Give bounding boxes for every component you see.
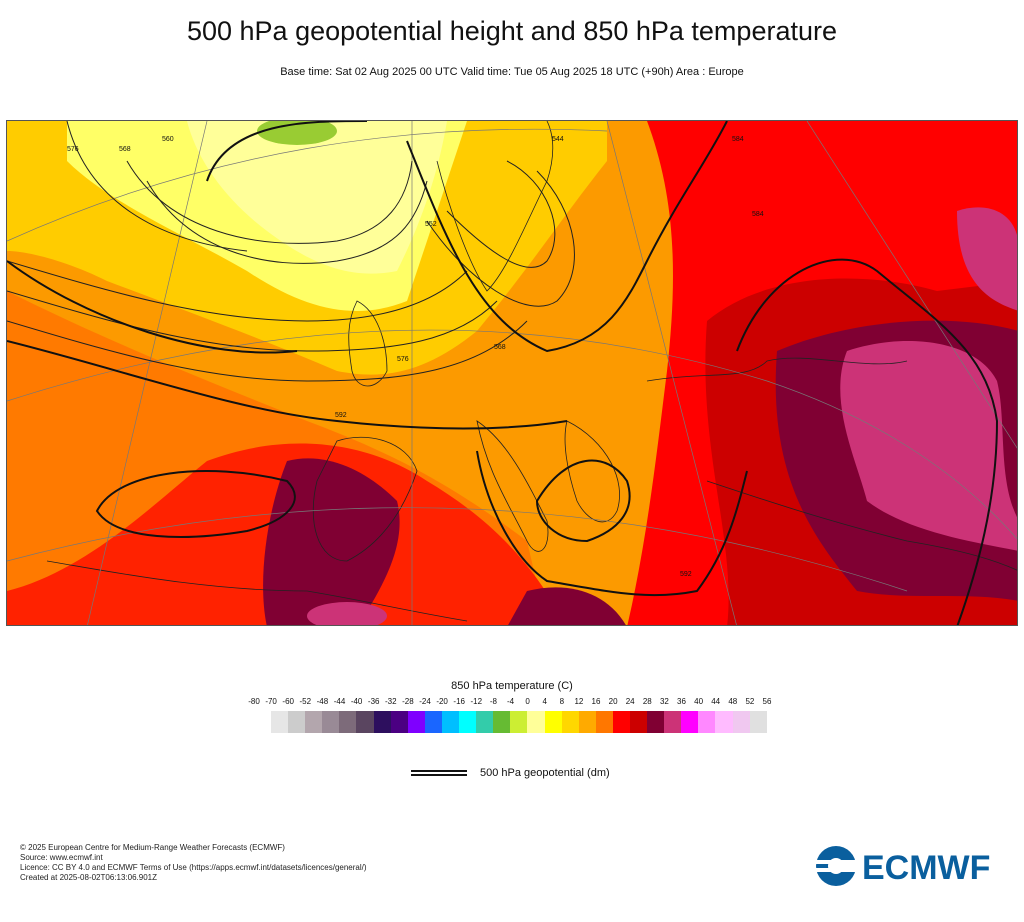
colorbar-swatch bbox=[510, 711, 528, 733]
colorbar-swatch bbox=[271, 711, 289, 733]
colorbar-swatch bbox=[578, 711, 596, 733]
maroon-southeast bbox=[508, 587, 626, 625]
colorbar-swatch bbox=[749, 711, 767, 733]
colorbar-tick-label: -80 bbox=[248, 697, 260, 706]
colorbar-swatch bbox=[459, 711, 477, 733]
colorbar-tick-label: -4 bbox=[506, 697, 515, 706]
colorbar-tick-label: -70 bbox=[265, 697, 277, 706]
colorbar-swatch bbox=[339, 711, 357, 733]
colorbar-swatch bbox=[647, 711, 665, 733]
colorbar-tick-label: -16 bbox=[453, 697, 465, 706]
geopotential-contours bbox=[7, 121, 575, 382]
colorbar-swatch bbox=[561, 711, 579, 733]
colorbar-tick-label: -48 bbox=[316, 697, 329, 706]
contour-label: 568 bbox=[119, 146, 131, 153]
colorbar-tick-label: 36 bbox=[677, 697, 686, 706]
colorbar-tick-label: 16 bbox=[591, 697, 601, 706]
pink-region bbox=[840, 341, 1017, 551]
contour-labels: 576 568 560 552 544 568 576 584 592 584 … bbox=[67, 136, 764, 578]
colorbar-tick-label: 40 bbox=[694, 697, 704, 706]
colorbar-swatch bbox=[390, 711, 408, 733]
ecmwf-logo: ECMWF bbox=[814, 846, 1004, 887]
colorbar-tick-label: -12 bbox=[470, 697, 483, 706]
colorbar-tick-label: -32 bbox=[385, 697, 397, 706]
colorbar-swatch bbox=[424, 711, 442, 733]
colorbar-tick-label: 52 bbox=[745, 697, 755, 706]
colorbar-swatch bbox=[715, 711, 733, 733]
geopotential-thick-contours bbox=[7, 121, 999, 625]
colorbar-tick-label: 20 bbox=[608, 697, 618, 706]
colorbar-swatch bbox=[322, 711, 340, 733]
ecmwf-logo-text: ECMWF bbox=[862, 849, 990, 886]
colorbar-swatch bbox=[288, 711, 306, 733]
colorbar-tick-label: -60 bbox=[282, 697, 294, 706]
colorbar-tick-label: -40 bbox=[350, 697, 363, 706]
colorbar-tick-label: 24 bbox=[625, 697, 635, 706]
chart-title: 500 hPa geopotential height and 850 hPa … bbox=[186, 16, 837, 46]
footer-credits: © 2025 European Centre for Medium-Range … bbox=[20, 843, 367, 883]
colorbar-tick-label: -28 bbox=[402, 697, 414, 706]
colorbar-swatch bbox=[698, 711, 716, 733]
colorbar-tick-label: 8 bbox=[559, 697, 565, 706]
colorbar-swatch bbox=[629, 711, 648, 733]
pale-cold-inner bbox=[187, 121, 447, 274]
coastlines bbox=[46, 121, 1017, 622]
colorbar-tick-label: 0 bbox=[525, 697, 530, 706]
colorbar-tick-label: -52 bbox=[299, 697, 312, 706]
map-canvas: 576 568 560 552 544 568 576 584 592 584 … bbox=[7, 121, 1017, 625]
contour-label: 552 bbox=[425, 221, 437, 228]
colorbar-swatch bbox=[476, 711, 494, 733]
contour-label: 576 bbox=[67, 146, 79, 153]
colorbar-tick-label: 32 bbox=[659, 697, 669, 706]
contour-label: 592 bbox=[335, 412, 347, 419]
contour-label: 592 bbox=[680, 571, 692, 578]
colorbar-tick-label: 44 bbox=[711, 697, 721, 706]
colorbar-tick-labels: -80 -70 -60 -52 -48 -44 -40 -36 -32 -28 -24 -20 -16-… bbox=[0, 697, 1024, 709]
footer-licence: Licence: CC BY 4.0 and ECMWF Terms of Us… bbox=[20, 863, 367, 872]
colorbar-swatch bbox=[527, 711, 545, 733]
colorbar-swatch bbox=[595, 711, 613, 733]
forecast-map: 576 568 560 552 544 568 576 584 592 584 … bbox=[6, 120, 1018, 626]
chart-subtitle: Base time: Sat 02 Aug 2025 00 UTC Valid … bbox=[280, 66, 744, 78]
colorbar-swatch bbox=[356, 711, 374, 733]
colorbar-swatch bbox=[681, 711, 699, 733]
footer-source: Source: www.ecmwf.int bbox=[20, 853, 103, 862]
contour-label: 584 bbox=[732, 136, 744, 143]
colorbar-swatch bbox=[612, 711, 630, 733]
graticule bbox=[7, 121, 1017, 625]
colorbar-tick-label: -20 bbox=[436, 697, 448, 706]
colorbar-swatch bbox=[544, 711, 562, 733]
footer-copyright: © 2025 European Centre for Medium-Range … bbox=[20, 843, 285, 852]
colorbar-tick-label: 4 bbox=[542, 697, 547, 706]
ecmwf-logo-mark: ECMWF bbox=[814, 846, 990, 887]
contour-label: 568 bbox=[494, 344, 506, 351]
colorbar-tick-label: -8 bbox=[489, 697, 497, 706]
geopotential-legend-line bbox=[411, 770, 467, 776]
colorbar-swatch bbox=[407, 711, 425, 733]
contour-label: 560 bbox=[162, 136, 174, 143]
colorbar-tick-label: 48 bbox=[728, 697, 738, 706]
colorbar-tick-label: -36 bbox=[367, 697, 380, 706]
colorbar-tick-label: -44 bbox=[333, 697, 346, 706]
colorbar-swatch bbox=[305, 711, 323, 733]
geopotential-legend-label: 500 hPa geopotential (dm) bbox=[480, 767, 610, 779]
colorbar-tick-label: 12 bbox=[574, 697, 584, 706]
maroon-south bbox=[263, 458, 400, 625]
footer-created: Created at 2025-08-02T06:13:06.901Z bbox=[20, 873, 157, 882]
colorbar bbox=[271, 711, 767, 733]
colorbar-tick-label: -24 bbox=[419, 697, 431, 706]
pink-south-patch bbox=[307, 602, 387, 625]
contour-label: 584 bbox=[752, 211, 764, 218]
colorbar-title: 850 hPa temperature (C) bbox=[451, 680, 573, 692]
colorbar-swatch bbox=[493, 711, 511, 733]
colorbar-swatch bbox=[664, 711, 682, 733]
colorbar-tick-label: 28 bbox=[642, 697, 652, 706]
contour-label: 544 bbox=[552, 136, 564, 143]
pink-region-2 bbox=[957, 207, 1017, 311]
colorbar-tick-label: 56 bbox=[762, 697, 772, 706]
colorbar-swatch bbox=[441, 711, 460, 733]
colorbar-swatch bbox=[373, 711, 391, 733]
colorbar-swatch bbox=[732, 711, 750, 733]
contour-label: 576 bbox=[397, 356, 409, 363]
